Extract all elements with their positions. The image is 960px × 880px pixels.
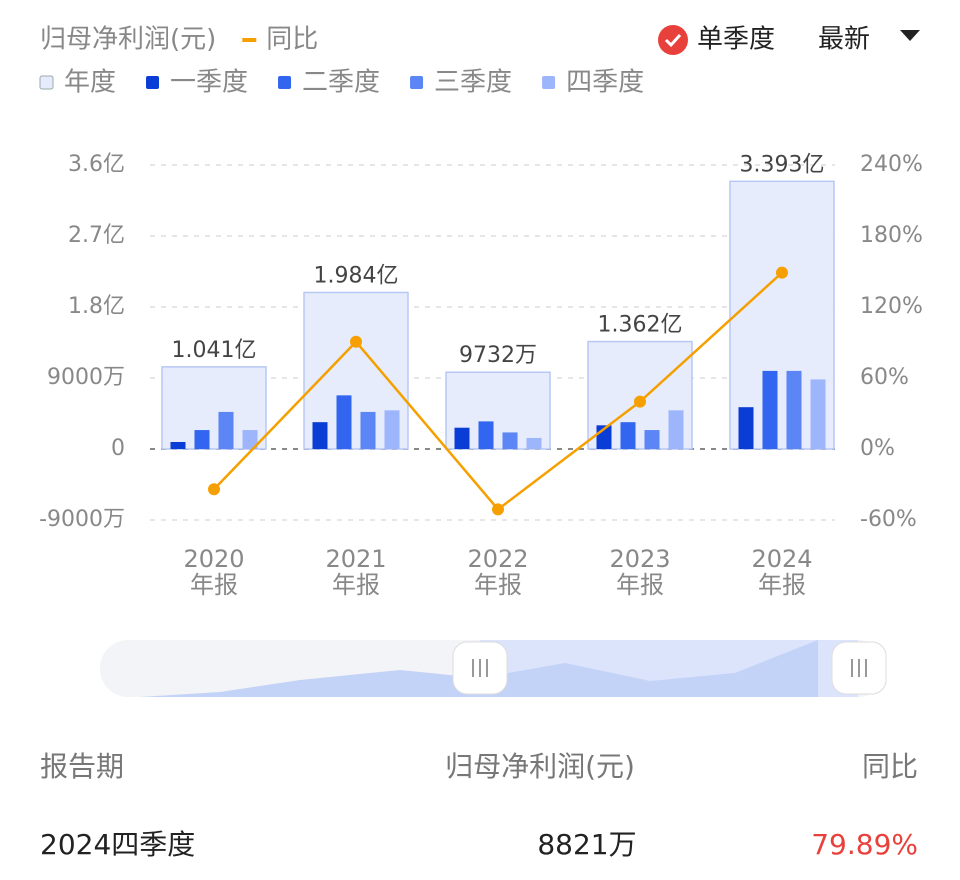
quarter-bar — [620, 422, 636, 449]
mode-label[interactable]: 单季度 — [697, 25, 775, 55]
mode-toggle[interactable]: 单季度 — [658, 25, 775, 56]
y2-tick-label: 240% — [860, 152, 923, 177]
y2-tick-label: 60% — [860, 365, 909, 390]
growth-point — [350, 335, 362, 348]
quarter-bar — [336, 395, 352, 449]
growth-point — [776, 266, 788, 279]
legend-swatch — [410, 76, 424, 89]
y-tick-label: 0 — [111, 436, 125, 461]
value-label: 3.393亿 — [740, 152, 825, 177]
growth-point — [492, 503, 504, 516]
y-tick-label: 2.7亿 — [68, 223, 125, 248]
quarter-bar — [312, 422, 328, 449]
quarter-bar — [786, 370, 802, 449]
value-label: 1.984亿 — [314, 263, 399, 288]
x-tick-label: 2020年报 — [183, 545, 245, 599]
handle-grip — [851, 659, 867, 677]
legend-label: 同比 — [266, 25, 318, 55]
quarter-bar — [644, 430, 660, 449]
quarter-bar — [810, 379, 826, 449]
legend-label: 二季度 — [302, 68, 380, 98]
chart-title: 归母净利润(元) — [40, 25, 216, 55]
quarter-bar — [454, 427, 470, 449]
check-icon[interactable] — [658, 25, 688, 55]
y-tick-label: 1.8亿 — [68, 294, 125, 319]
value-label: 1.041亿 — [172, 338, 257, 363]
y2-tick-label: -60% — [860, 507, 917, 532]
quarter-bar — [360, 411, 376, 449]
quarter-bar — [218, 411, 234, 449]
quarter-bar — [526, 437, 542, 449]
quarter-bar — [384, 410, 400, 449]
value-label: 1.362亿 — [598, 313, 683, 338]
quarter-bar — [502, 432, 518, 449]
y2-tick-label: 120% — [860, 294, 923, 319]
table-header: 归母净利润(元) — [445, 750, 635, 783]
legend-swatch — [39, 75, 54, 90]
check-mark — [664, 33, 682, 48]
x-tick-label: 2023年报 — [609, 545, 671, 599]
legend-swatch — [146, 76, 160, 89]
legend-swatch — [278, 76, 292, 89]
y-tick-label: 3.6亿 — [68, 152, 125, 177]
table-cell: 8821万 — [537, 828, 636, 861]
sort-dropdown[interactable]: 最新 — [818, 25, 920, 55]
growth-point — [634, 395, 646, 408]
table-cell: 2024四季度 — [40, 828, 195, 861]
dropdown-arrow[interactable] — [900, 30, 920, 41]
x-tick-label: 2021年报 — [325, 545, 387, 599]
handle-grip — [472, 659, 488, 677]
table-cell: 79.89% — [811, 828, 918, 861]
quarter-bar — [668, 410, 684, 449]
quarter-bar — [762, 370, 778, 449]
quarter-bar — [478, 421, 494, 449]
x-tick-label: 2022年报 — [467, 545, 529, 599]
legend-label: 年度 — [64, 68, 116, 98]
quarter-bar — [170, 441, 186, 449]
range-slider[interactable] — [100, 640, 887, 697]
slider-preview — [140, 640, 818, 697]
legend-label: 一季度 — [170, 68, 248, 98]
legend-label: 三季度 — [434, 68, 512, 98]
quarter-bar — [242, 430, 258, 449]
y2-tick-label: 0% — [860, 436, 895, 461]
table-header: 报告期 — [40, 750, 124, 783]
growth-point — [208, 483, 220, 496]
value-label: 9732万 — [459, 343, 537, 368]
legend-label: 四季度 — [566, 68, 644, 98]
quarter-bar — [738, 407, 754, 449]
legend-swatch — [542, 76, 556, 89]
y-tick-label: -9000万 — [39, 507, 125, 532]
y2-tick-label: 180% — [860, 223, 923, 248]
quarter-bar — [194, 430, 210, 449]
sort-label[interactable]: 最新 — [818, 25, 870, 55]
y-tick-label: 9000万 — [47, 365, 125, 390]
table-header: 同比 — [862, 750, 918, 783]
x-tick-label: 2024年报 — [751, 545, 813, 599]
